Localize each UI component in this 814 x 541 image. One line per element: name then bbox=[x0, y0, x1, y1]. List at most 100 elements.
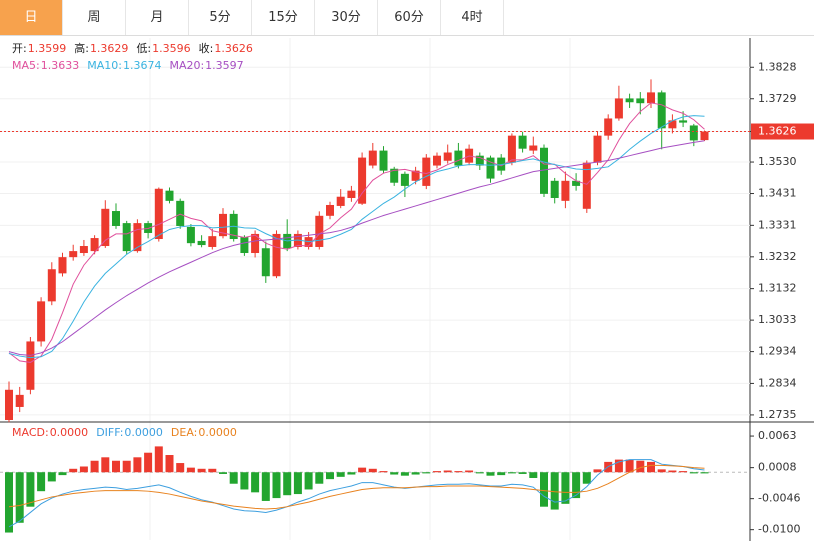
macd-bar bbox=[154, 446, 163, 473]
legend-text: 1.3633 bbox=[41, 59, 80, 72]
last-price-box bbox=[751, 123, 814, 140]
macd-bar bbox=[219, 472, 227, 474]
legend-text: 1.3629 bbox=[90, 42, 129, 55]
ma-line bbox=[8, 102, 705, 363]
candle-body bbox=[326, 204, 334, 216]
period-tab[interactable]: 月 bbox=[126, 0, 189, 35]
macd-bar bbox=[90, 460, 99, 473]
macd-bar bbox=[454, 471, 463, 473]
candle-body bbox=[112, 211, 120, 226]
legend-text: 1.3596 bbox=[152, 42, 191, 55]
chart: 1.3828 1.3729 1.3626 1.3530 1.3431 1.3331 1.32… bbox=[0, 38, 814, 541]
candle-body bbox=[90, 238, 99, 252]
candle-body bbox=[272, 233, 281, 277]
y-tick-label: 1.3033 bbox=[758, 313, 797, 326]
candle-body bbox=[593, 135, 602, 163]
legend-text: 开: bbox=[12, 42, 27, 55]
period-tab[interactable]: 30分 bbox=[315, 0, 378, 35]
period-tab[interactable]: 60分 bbox=[378, 0, 441, 35]
y-tick-label: 1.3828 bbox=[758, 60, 797, 73]
candle-body bbox=[572, 180, 581, 186]
candle-body bbox=[411, 170, 420, 181]
macd-bar bbox=[261, 472, 270, 501]
candle-body bbox=[47, 269, 56, 302]
candle-body bbox=[668, 120, 677, 129]
y-tick-label: 1.3530 bbox=[758, 155, 797, 168]
macd-bar bbox=[293, 472, 302, 495]
candle-body bbox=[26, 341, 35, 390]
candle-body bbox=[261, 248, 270, 277]
candle-body bbox=[315, 215, 324, 247]
macd-bar bbox=[582, 472, 591, 484]
macd-bar bbox=[636, 460, 645, 473]
macd-bar bbox=[283, 472, 292, 496]
y-tick-label: 0.0063 bbox=[758, 429, 797, 442]
candle-body bbox=[679, 120, 688, 123]
candle-body bbox=[368, 150, 377, 166]
candle-body bbox=[176, 200, 185, 226]
legend-text: 收: bbox=[199, 41, 214, 55]
legend-text: 0.0000 bbox=[124, 426, 163, 439]
macd-bar bbox=[368, 468, 377, 473]
y-tick-label: 1.2834 bbox=[758, 376, 797, 389]
macd-bar bbox=[486, 472, 495, 476]
macd-bar bbox=[240, 472, 249, 490]
candle-body bbox=[347, 190, 356, 198]
candle-body bbox=[614, 98, 623, 119]
macd-bar bbox=[58, 472, 67, 476]
period-tab[interactable]: 周 bbox=[63, 0, 126, 35]
macd-bar bbox=[507, 472, 516, 474]
y-tick-label: 1.2735 bbox=[758, 408, 797, 421]
macd-bar bbox=[315, 472, 324, 484]
legend-text: 1.3674 bbox=[123, 59, 162, 72]
candle-body bbox=[475, 155, 484, 166]
macd-bar bbox=[304, 472, 313, 490]
period-tabs: 日周月 5分 15分 30分 60分 4时 bbox=[0, 0, 814, 36]
period-tab[interactable]: 4时 bbox=[441, 0, 504, 35]
candle-body bbox=[433, 155, 441, 166]
candle-body bbox=[454, 150, 463, 166]
y-tick-label: 0.0008 bbox=[758, 461, 797, 474]
macd-bar bbox=[197, 468, 206, 473]
macd-bar bbox=[561, 472, 570, 504]
period-tab[interactable]: 15分 bbox=[252, 0, 315, 35]
candle-body bbox=[507, 135, 516, 163]
candle-body bbox=[5, 389, 13, 420]
candle-body bbox=[79, 246, 88, 254]
period-tab[interactable]: 5分 bbox=[189, 0, 252, 35]
macd-bar bbox=[390, 472, 399, 475]
candle-body bbox=[486, 157, 495, 179]
candle-body bbox=[208, 236, 217, 247]
macd-bar bbox=[229, 472, 238, 484]
macd-bar bbox=[433, 471, 441, 473]
macd-bar bbox=[133, 457, 142, 473]
macd-bar bbox=[144, 452, 153, 473]
candle-body bbox=[133, 223, 142, 252]
macd-bar bbox=[518, 472, 527, 474]
macd-bar bbox=[443, 470, 452, 473]
macd-bar bbox=[593, 469, 602, 473]
macd-bar bbox=[465, 470, 474, 473]
period-tab[interactable]: 日 bbox=[0, 0, 63, 35]
legend-text: DEA: bbox=[171, 426, 197, 439]
macd-bar bbox=[347, 472, 356, 475]
candle-body bbox=[122, 223, 131, 252]
y-tick-label: 1.3132 bbox=[758, 282, 797, 295]
price-panel bbox=[0, 38, 750, 420]
macd-bar bbox=[47, 472, 56, 482]
legend-text: 高: bbox=[74, 41, 89, 55]
macd-bar bbox=[647, 461, 655, 473]
macd-bar bbox=[5, 472, 13, 533]
macd-bar bbox=[336, 472, 345, 477]
macd-bar bbox=[251, 472, 260, 493]
last-price-label: 1.3626 bbox=[758, 125, 797, 138]
macd-bar bbox=[326, 472, 334, 480]
candle-body bbox=[15, 394, 24, 407]
macd-bar bbox=[69, 468, 78, 473]
candle-body bbox=[561, 180, 570, 201]
macd-bar bbox=[614, 459, 623, 473]
candle-body bbox=[69, 251, 78, 258]
candle-body bbox=[251, 233, 260, 254]
macd-bar bbox=[475, 472, 484, 474]
candle-body bbox=[390, 168, 399, 183]
